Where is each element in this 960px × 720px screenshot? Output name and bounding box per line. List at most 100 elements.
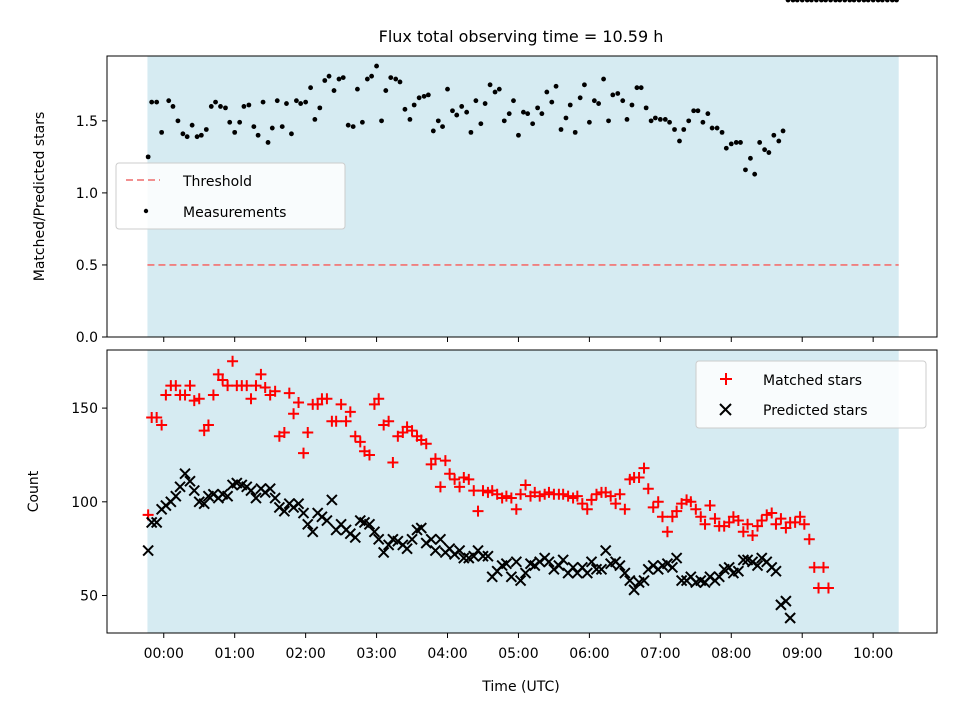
measurement-point [501, 118, 507, 124]
measurement-point [875, 0, 881, 3]
matched-star-point [803, 533, 815, 545]
measurement-point [762, 147, 768, 153]
predicted-star-point [429, 544, 442, 557]
matched-star-point [666, 511, 678, 523]
predicted-star-point [425, 533, 437, 545]
matched-star-point [723, 516, 735, 528]
measurement-point [681, 127, 687, 132]
measurement-point [269, 125, 275, 131]
predicted-star-point [500, 557, 513, 570]
measurement-point [149, 99, 155, 105]
matched-star-point [752, 520, 764, 532]
matched-star-point [259, 381, 271, 393]
x-tick-label: 00:00 [144, 646, 184, 662]
measurement-point [184, 134, 190, 140]
matched-star-point [429, 453, 441, 465]
measurement-point [260, 99, 266, 105]
matched-star-point [170, 380, 182, 392]
matched-star-point [515, 488, 527, 500]
measurement-point [145, 154, 151, 160]
measurement-point [624, 117, 630, 122]
matched-star-point [543, 486, 555, 498]
predicted-star-point [670, 552, 683, 564]
predicted-star-point [372, 533, 385, 545]
predicted-star-point [326, 494, 338, 506]
matched-star-point [477, 485, 489, 497]
matched-star-point [704, 500, 716, 512]
matched-star-point [789, 516, 801, 528]
matched-star-point [709, 513, 721, 525]
measurement-point [265, 140, 271, 145]
measurement-point [794, 0, 800, 3]
matched-star-point [387, 456, 399, 468]
measurement-point [402, 106, 408, 112]
x-tick-label: 01:00 [215, 646, 255, 662]
predicted-stars-series [143, 469, 796, 624]
measurement-point [748, 155, 753, 161]
matched-star-point [344, 406, 356, 418]
matched-star-point [761, 509, 773, 521]
matched-star-point [671, 505, 683, 517]
count-plot-frame [106, 349, 938, 634]
measurement-point [662, 117, 668, 122]
predicted-star-point [264, 482, 276, 495]
measurement-point [728, 141, 734, 147]
measurement-point [738, 140, 743, 145]
predicted-star-point [292, 497, 305, 510]
predicted-star-point [590, 563, 603, 575]
predicted-star-point [377, 546, 390, 559]
matched-star-point [193, 393, 205, 405]
measurement-point [223, 105, 228, 111]
x-tick-label: 04:00 [427, 646, 467, 662]
measurement-point [530, 121, 536, 127]
count-y-axis-label: Count [26, 470, 42, 512]
y-tick-label: 0.0 [76, 330, 98, 346]
matched-star-point [571, 490, 583, 502]
matched-star-point [619, 503, 631, 515]
matched-star-point [454, 481, 466, 493]
matched-star-point [420, 438, 432, 450]
measurement-point [804, 0, 810, 3]
matched-star-point [227, 355, 239, 367]
matched-star-point [312, 398, 324, 410]
measurement-point [213, 99, 218, 105]
measurement-point [563, 115, 569, 121]
predicted-star-point [581, 567, 593, 579]
matched-star-point [340, 415, 352, 427]
measurement-point [572, 129, 578, 135]
measurement-point [492, 89, 498, 95]
predicted-star-point [434, 533, 447, 545]
legend-predicted-label: Predicted stars [763, 403, 868, 419]
matched-star-point [278, 426, 290, 438]
matched-star-point [444, 468, 456, 480]
measurement-point [407, 117, 413, 122]
matched-star-point [434, 481, 446, 493]
measurement-point [776, 138, 782, 144]
measurement-point [511, 98, 516, 104]
x-tick-label: 06:00 [569, 646, 609, 662]
predicted-star-point [245, 484, 257, 497]
measurements-series [145, 0, 899, 177]
matched-star-point [373, 393, 385, 405]
measurement-point [610, 92, 616, 98]
measurement-point [667, 119, 672, 125]
measurement-point [672, 127, 677, 132]
ratio-plot-frame [106, 55, 938, 338]
measurement-point [189, 122, 195, 128]
measurement-point [525, 111, 531, 117]
predicted-star-point [543, 556, 555, 568]
measurement-point [251, 124, 257, 130]
matched-stars-series [143, 356, 834, 594]
matched-star-point [368, 398, 380, 410]
matched-star-point [775, 513, 787, 525]
measurement-point [870, 0, 876, 3]
matched-star-point [302, 426, 314, 438]
measurement-point [374, 63, 379, 69]
measurement-point [516, 132, 521, 138]
matched-star-point [642, 483, 654, 495]
measurement-point [450, 108, 455, 114]
legend-measurements-swatch [143, 208, 149, 214]
predicted-star-point [349, 531, 361, 544]
